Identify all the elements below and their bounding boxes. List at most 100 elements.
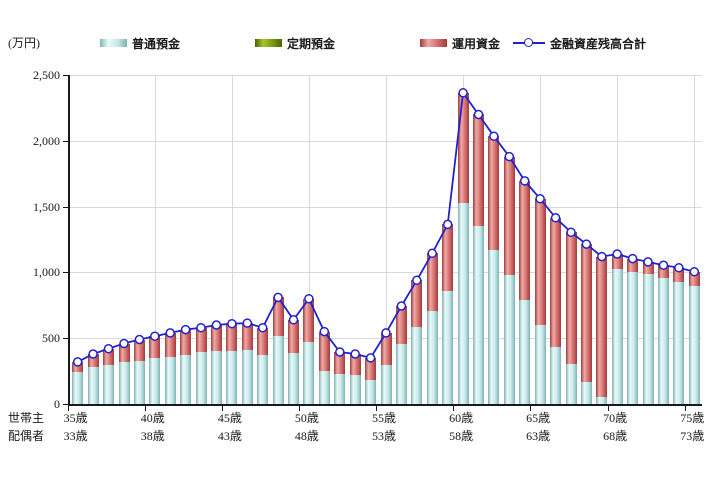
bar-segment-deposit-age62: [488, 250, 500, 404]
plot-area: [68, 75, 702, 406]
total-balance-marker-age55: [381, 328, 391, 338]
bar-segment-deposit-age67: [565, 363, 577, 404]
x-tick-mark-60歳: [453, 406, 455, 411]
bar-segment-invest-age48: [272, 297, 284, 336]
x-axis-row2-title: 配偶者: [8, 429, 45, 443]
bar-segment-deposit-age45: [226, 350, 238, 404]
bar-segment-deposit-age42: [180, 354, 192, 404]
bar-segment-deposit-age56: [395, 343, 407, 404]
bar-segment-deposit-age71: [627, 271, 639, 404]
total-balance-marker-age47: [257, 322, 268, 333]
x-label-head-75歳: 75歳: [680, 411, 705, 425]
x-label-head-45歳: 45歳: [217, 411, 242, 425]
x-label-spouse-63歳: 63歳: [526, 429, 551, 443]
legend-label-ordinary-deposit: 普通預金: [132, 36, 181, 51]
bar-segment-invest-age35: [72, 361, 84, 373]
legend-label-total-balance: 金融資産残高合計: [550, 36, 647, 51]
v-gridline-55歳: [386, 75, 387, 404]
total-balance-marker-age73: [658, 260, 669, 270]
bar-segment-deposit-age43: [195, 352, 207, 404]
bar-segment-invest-age64: [519, 180, 531, 300]
bar-segment-invest-age49: [288, 319, 299, 353]
bar-segment-invest-age59: [442, 224, 454, 291]
total-balance-marker-age35: [72, 357, 83, 367]
legend-item-time-deposit: 定期預金: [255, 35, 335, 51]
bar-segment-invest-age61: [473, 114, 484, 227]
x-tick-mark-70歳: [607, 406, 609, 411]
bar-segment-deposit-age70: [611, 268, 623, 404]
bar-segment-invest-age47: [257, 327, 269, 356]
y-tick-mark-500: [63, 338, 68, 340]
bar-segment-deposit-age40: [149, 357, 161, 404]
bar-segment-invest-age71: [627, 258, 639, 272]
x-label-head-65歳: 65歳: [526, 411, 551, 425]
total-balance-marker-age39: [134, 334, 145, 345]
y-tick-mark-2000: [63, 140, 68, 142]
bar-segment-invest-age70: [611, 254, 623, 269]
legend-label-investment-funds: 運用資金: [452, 36, 501, 51]
bar-segment-invest-age39: [133, 339, 145, 361]
bar-segment-deposit-age48: [272, 335, 284, 404]
bar-segment-invest-age40: [149, 336, 161, 358]
total-balance-marker-age59: [442, 219, 453, 230]
bar-segment-invest-age53: [349, 353, 361, 375]
total-balance-marker-age49: [288, 315, 299, 325]
x-label-head-40歳: 40歳: [140, 411, 165, 425]
x-label-head-55歳: 55歳: [371, 411, 396, 425]
bar-segment-invest-age46: [241, 323, 253, 350]
v-gridline-50歳: [308, 75, 310, 404]
bar-segment-invest-age44: [210, 325, 222, 352]
total-balance-marker-age48: [273, 292, 283, 303]
bar-segment-deposit-age55: [380, 365, 392, 404]
bar-segment-deposit-age63: [503, 275, 515, 404]
total-balance-marker-age60: [458, 88, 468, 98]
bar-segment-deposit-age57: [411, 327, 423, 404]
y-tick-label-1000: 1,000: [33, 265, 60, 280]
bar-segment-deposit-age73: [658, 278, 669, 404]
bar-segment-deposit-age68: [580, 382, 592, 404]
total-balance-marker-age57: [412, 275, 422, 286]
y-tick-mark-0: [63, 404, 68, 405]
bar-segment-invest-age45: [226, 323, 238, 351]
x-label-spouse-43歳: 43歳: [217, 429, 242, 443]
bar-segment-deposit-age60: [457, 202, 469, 404]
total-balance-marker-age46: [242, 318, 253, 328]
total-line-layer: [72, 88, 700, 367]
x-tick-mark-40歳: [145, 406, 147, 411]
y-tick-label-0: 0: [54, 397, 60, 411]
total-balance-marker-age70: [612, 249, 622, 259]
bar-segment-invest-age38: [118, 343, 130, 362]
bar-segment-deposit-age51: [318, 371, 330, 404]
bar-segment-invest-age60: [457, 92, 469, 203]
total-balance-marker-age36: [88, 349, 98, 359]
total-balance-marker-age45: [227, 318, 237, 329]
total-balance-marker-age54: [365, 353, 376, 363]
total-balance-marker-age68: [581, 239, 592, 249]
total-balance-marker-age69: [597, 251, 607, 262]
total-balance-marker-age38: [119, 338, 129, 349]
bar-segment-deposit-age61: [473, 226, 484, 404]
legend-item-investment-funds: 運用資金: [420, 35, 500, 51]
x-label-head-70歳: 70歳: [603, 411, 628, 425]
total-balance-marker-age62: [489, 131, 499, 141]
bar-segment-deposit-age52: [334, 373, 346, 404]
bar-segment-deposit-age59: [442, 290, 454, 404]
total-balance-marker-age50: [304, 293, 314, 304]
bar-segment-deposit-age66: [550, 347, 562, 404]
bar-segment-invest-age65: [534, 198, 546, 325]
bar-segment-deposit-age58: [426, 311, 438, 404]
bar-segment-deposit-age53: [349, 375, 361, 404]
y-tick-mark-2500: [63, 75, 68, 76]
bar-segment-invest-age50: [303, 298, 315, 343]
legend-item-total-balance: 金融資産残高合計: [513, 35, 646, 51]
x-tick-mark-45歳: [222, 406, 224, 411]
bar-segment-invest-age43: [195, 327, 207, 352]
y-tick-label-500: 500: [42, 331, 60, 346]
total-balance-marker-age64: [519, 176, 530, 186]
bar-segment-invest-age52: [334, 352, 346, 374]
ordinary-deposit-swatch-icon: [100, 39, 127, 47]
bar-segment-deposit-age41: [164, 357, 176, 404]
x-label-head-35歳: 35歳: [63, 411, 88, 425]
x-tick-mark-75歳: [684, 406, 686, 411]
total-balance-marker-age66: [550, 213, 561, 223]
